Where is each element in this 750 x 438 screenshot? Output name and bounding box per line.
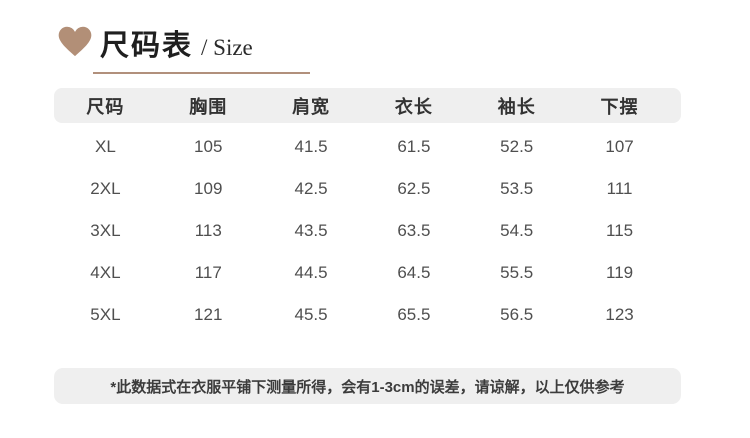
table-row: 2XL 109 42.5 62.5 53.5 111: [54, 168, 681, 210]
heart-icon: [56, 25, 94, 59]
value-cell: 45.5: [294, 305, 328, 324]
footnote-text: *此数据式在衣服平铺下测量所得，会有1-3cm的误差，请谅解，以上仅供参考: [110, 378, 625, 396]
table-row: 3XL 113 43.5 63.5 54.5 115: [54, 210, 681, 252]
value-cell: 109: [194, 179, 223, 198]
footnote-bar: *此数据式在衣服平铺下测量所得，会有1-3cm的误差，请谅解，以上仅供参考: [54, 368, 681, 404]
size-label-cell: 5XL: [90, 305, 121, 324]
header-cell-size: 尺码: [86, 96, 125, 117]
header-cell-shoulder: 肩宽: [292, 96, 331, 117]
value-cell: 44.5: [294, 263, 328, 282]
size-label-cell: XL: [95, 137, 116, 156]
value-cell: 55.5: [500, 263, 534, 282]
size-chart-header: 尺码表 / Size: [56, 22, 310, 74]
table-body: XL 105 41.5 61.5 52.5 107 2XL 109 42.5 6…: [54, 126, 681, 336]
size-label-cell: 3XL: [90, 221, 121, 240]
value-cell: 115: [606, 221, 634, 240]
size-table: 尺码 胸围 肩宽 衣长 袖长 下摆 XL 105 41.5 61.5 52.5 …: [54, 88, 681, 336]
table-row: 5XL 121 45.5 65.5 56.5 123: [54, 294, 681, 336]
value-cell: 62.5: [397, 179, 431, 198]
size-label-cell: 4XL: [90, 263, 121, 282]
value-cell: 119: [606, 263, 634, 282]
size-label-cell: 2XL: [90, 179, 121, 198]
title-underline: [93, 72, 310, 74]
value-cell: 107: [605, 137, 634, 156]
header-cell-chest: 胸围: [189, 96, 228, 117]
value-cell: 121: [194, 305, 223, 324]
header-cell-hem: 下摆: [600, 96, 639, 117]
value-cell: 65.5: [397, 305, 431, 324]
value-cell: 61.5: [397, 137, 431, 156]
value-cell: 54.5: [500, 221, 534, 240]
value-cell: 117: [194, 263, 222, 282]
value-cell: 64.5: [397, 263, 431, 282]
page-title: 尺码表: [100, 30, 194, 62]
value-cell: 123: [605, 305, 634, 324]
value-cell: 53.5: [500, 179, 534, 198]
value-cell: 52.5: [500, 137, 534, 156]
table-row: 4XL 117 44.5 64.5 55.5 119: [54, 252, 681, 294]
value-cell: 105: [194, 137, 223, 156]
value-cell: 113: [194, 221, 222, 240]
value-cell: 42.5: [294, 179, 328, 198]
value-cell: 111: [606, 179, 633, 198]
header-cell-sleeve: 袖长: [497, 96, 536, 117]
value-cell: 41.5: [294, 137, 328, 156]
header-cell-length: 衣长: [394, 96, 433, 117]
value-cell: 43.5: [294, 221, 328, 240]
table-header-row: 尺码 胸围 肩宽 衣长 袖长 下摆: [54, 88, 681, 123]
title-block: 尺码表 / Size: [93, 22, 310, 74]
table-row: XL 105 41.5 61.5 52.5 107: [54, 126, 681, 168]
value-cell: 63.5: [397, 221, 431, 240]
page-title-en: / Size: [201, 35, 253, 60]
value-cell: 56.5: [500, 305, 534, 324]
